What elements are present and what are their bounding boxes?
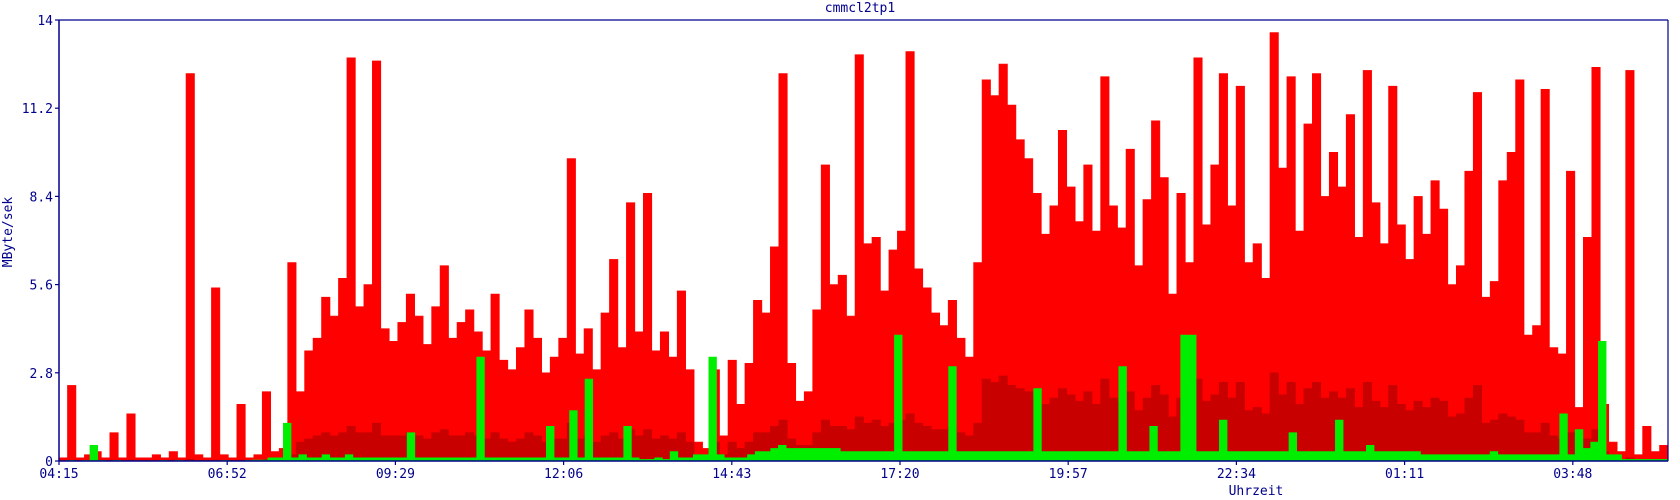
x-tick-label: 12:06 (544, 467, 583, 482)
x-tick-label: 01:11 (1385, 467, 1424, 482)
x-tick-label: 06:52 (208, 467, 247, 482)
series-layer (58, 32, 1669, 462)
x-tick-label: 14:43 (712, 467, 751, 482)
x-tick-label: 09:29 (376, 467, 415, 482)
y-tick-label: 14 (37, 14, 53, 29)
y-tick-label: 2.8 (30, 367, 53, 382)
x-tick-label: 22:34 (1217, 467, 1256, 482)
series-2-area (58, 334, 1669, 462)
y-tick-label: 11.2 (22, 102, 53, 117)
chart-title: cmmcl2tp1 (825, 1, 895, 16)
series-0-area (58, 32, 1669, 462)
x-axis-label: Uhrzeit (1229, 484, 1284, 499)
y-tick-label: 8.4 (30, 190, 54, 205)
y-axis-label: MByte/sek (1, 197, 16, 268)
y-tick-label: 0 (45, 455, 53, 470)
tick-layer: 0 2.8 5.6 8.4 11.2 14 04:15 06:52 09:29 12:06 14:4… (22, 14, 1593, 482)
axis-layer (58, 19, 1669, 462)
y-tick-label: 5.6 (30, 279, 53, 294)
x-tick-label: 19:57 (1049, 467, 1088, 482)
x-tick-label: 04:15 (39, 467, 78, 482)
x-tick-label: 03:48 (1553, 467, 1592, 482)
x-tick-label: 17:20 (880, 467, 919, 482)
